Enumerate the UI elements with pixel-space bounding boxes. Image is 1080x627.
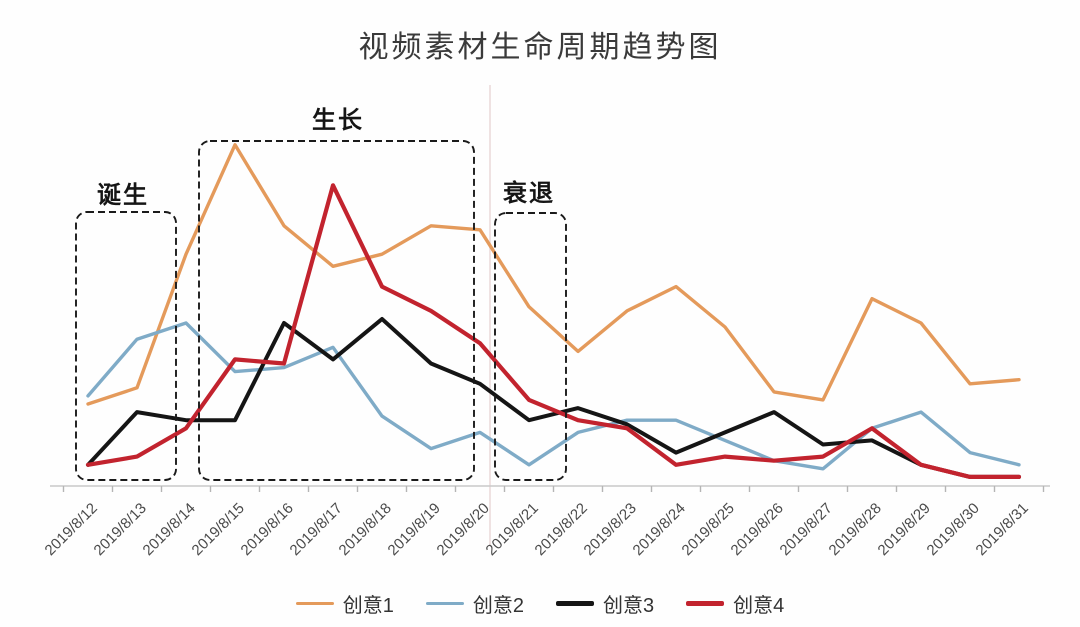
x-axis-label: 2019/8/24	[630, 500, 689, 559]
chart-title: 视频素材生命周期趋势图	[358, 31, 722, 64]
series-line-2	[86, 317, 1021, 479]
legend-label: 创意1	[342, 595, 394, 617]
x-axis-label: 2019/8/22	[532, 500, 591, 559]
legend-item-2: 创意3	[556, 589, 654, 618]
legend: 创意1 创意2 创意3 创意4	[0, 589, 1080, 618]
phase-box-decline	[494, 212, 567, 481]
x-axis-label: 2019/8/19	[385, 500, 444, 559]
series-line-0	[86, 143, 1021, 406]
legend-label: 创意2	[472, 595, 524, 617]
phase-box-birth	[75, 211, 177, 481]
x-axis-label: 2019/8/15	[189, 500, 248, 559]
legend-swatch	[295, 601, 334, 606]
x-axis-label: 2019/8/21	[483, 500, 542, 559]
x-axis-label: 2019/8/17	[287, 500, 346, 559]
x-axis-label: 2019/8/18	[336, 500, 395, 559]
legend-swatch	[556, 601, 594, 606]
x-axis-label: 2019/8/13	[91, 500, 150, 559]
x-axis-label: 2019/8/20	[434, 500, 493, 559]
phase-box-growth	[198, 140, 475, 481]
legend-item-1: 创意2	[425, 589, 524, 618]
legend-item-3: 创意4	[686, 589, 784, 618]
x-axis-label: 2019/8/30	[924, 500, 983, 559]
x-axis-label: 2019/8/14	[140, 500, 199, 559]
series-line-1	[86, 321, 1021, 471]
series-line-3	[85, 183, 1022, 479]
legend-label: 创意3	[603, 595, 655, 617]
x-axis-label: 2019/8/27	[777, 500, 836, 559]
annotation-label-growth: 生长	[312, 107, 364, 134]
legend-swatch	[686, 601, 725, 606]
x-axis-label: 2019/8/25	[679, 500, 738, 559]
x-axis-label: 2019/8/29	[875, 500, 934, 559]
legend-label: 创意4	[733, 595, 785, 617]
legend-item-0: 创意1	[295, 589, 394, 618]
x-axis-label: 2019/8/23	[581, 500, 640, 559]
x-axis-label: 2019/8/12	[42, 500, 101, 559]
annotation-label-birth: 诞生	[97, 182, 149, 209]
annotation-label-decline: 衰退	[503, 180, 555, 207]
x-axis-label: 2019/8/31	[973, 500, 1032, 559]
x-axis-label: 2019/8/26	[728, 500, 787, 559]
x-axis-label: 2019/8/16	[238, 500, 297, 559]
legend-swatch	[425, 601, 464, 606]
x-axis-label: 2019/8/28	[826, 500, 885, 559]
